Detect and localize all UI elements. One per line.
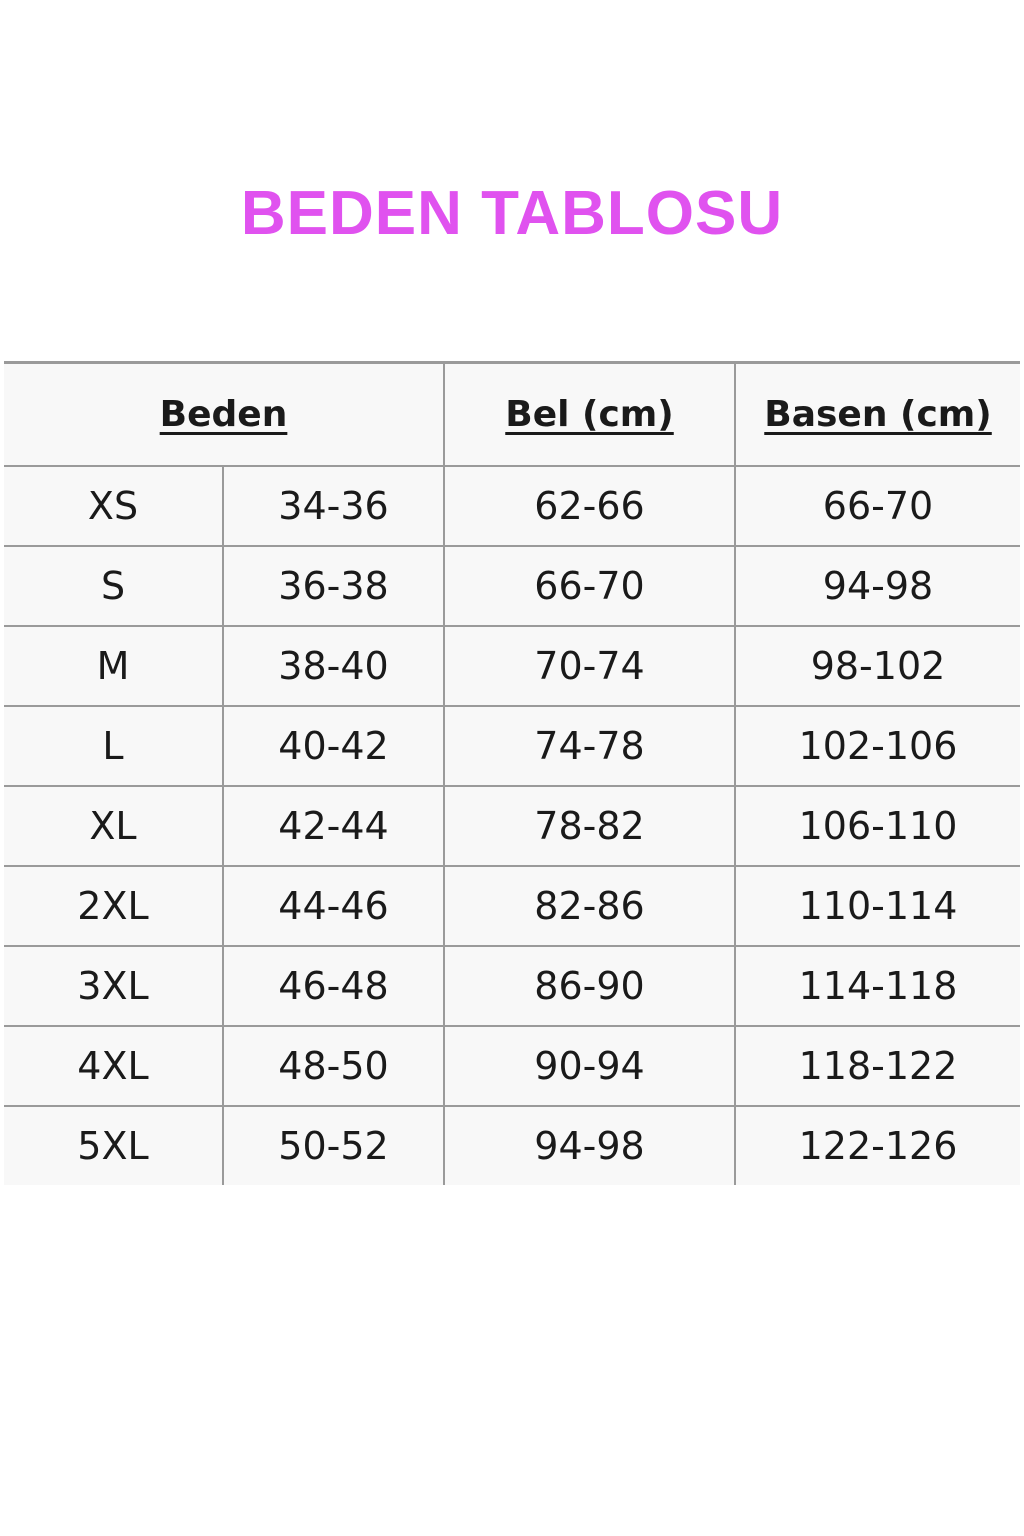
hip-cm: 66-70	[734, 465, 1021, 547]
table-row: S 36-38 66-70 94-98	[4, 545, 1021, 627]
table-header-row: Beden Bel (cm) Basen (cm)	[4, 361, 1021, 467]
size-number: 36-38	[221, 545, 446, 627]
header-bel-label: Bel (cm)	[505, 394, 674, 435]
hip-cm: 102-106	[734, 705, 1021, 787]
header-beden: Beden	[4, 361, 446, 467]
size-label: XL	[4, 785, 224, 867]
waist-cm: 66-70	[443, 545, 737, 627]
size-label: 3XL	[4, 945, 224, 1027]
header-bel: Bel (cm)	[443, 361, 737, 467]
size-label: XS	[4, 465, 224, 547]
table-row: XS 34-36 62-66 66-70	[4, 465, 1021, 547]
page-title: BEDEN TABLOSU	[240, 179, 784, 248]
waist-cm: 82-86	[443, 865, 737, 947]
size-label: 5XL	[4, 1105, 224, 1185]
size-number: 40-42	[221, 705, 446, 787]
hip-cm: 94-98	[734, 545, 1021, 627]
waist-cm: 62-66	[443, 465, 737, 547]
size-number: 42-44	[221, 785, 446, 867]
size-number: 38-40	[221, 625, 446, 707]
waist-cm: 78-82	[443, 785, 737, 867]
waist-cm: 86-90	[443, 945, 737, 1027]
hip-cm: 118-122	[734, 1025, 1021, 1107]
size-table: Beden Bel (cm) Basen (cm) XS 34-36 62-66 66…	[4, 361, 1021, 1185]
table-row: 3XL 46-48 86-90 114-118	[4, 945, 1021, 1027]
waist-cm: 90-94	[443, 1025, 737, 1107]
table-row: L 40-42 74-78 102-106	[4, 705, 1021, 787]
hip-cm: 110-114	[734, 865, 1021, 947]
header-basen: Basen (cm)	[734, 361, 1021, 467]
size-number: 50-52	[221, 1105, 446, 1185]
table-row: M 38-40 70-74 98-102	[4, 625, 1021, 707]
size-number: 34-36	[221, 465, 446, 547]
table-row: 4XL 48-50 90-94 118-122	[4, 1025, 1021, 1107]
size-label: M	[4, 625, 224, 707]
size-number: 44-46	[221, 865, 446, 947]
size-label: L	[4, 705, 224, 787]
header-basen-label: Basen (cm)	[764, 394, 992, 435]
hip-cm: 122-126	[734, 1105, 1021, 1185]
waist-cm: 74-78	[443, 705, 737, 787]
size-label: 4XL	[4, 1025, 224, 1107]
waist-cm: 70-74	[443, 625, 737, 707]
size-label: S	[4, 545, 224, 627]
table-row: XL 42-44 78-82 106-110	[4, 785, 1021, 867]
hip-cm: 106-110	[734, 785, 1021, 867]
waist-cm: 94-98	[443, 1105, 737, 1185]
header-beden-label: Beden	[159, 394, 288, 435]
size-number: 46-48	[221, 945, 446, 1027]
size-label: 2XL	[4, 865, 224, 947]
hip-cm: 98-102	[734, 625, 1021, 707]
table-row: 2XL 44-46 82-86 110-114	[4, 865, 1021, 947]
size-number: 48-50	[221, 1025, 446, 1107]
hip-cm: 114-118	[734, 945, 1021, 1027]
table-row: 5XL 50-52 94-98 122-126	[4, 1105, 1021, 1185]
